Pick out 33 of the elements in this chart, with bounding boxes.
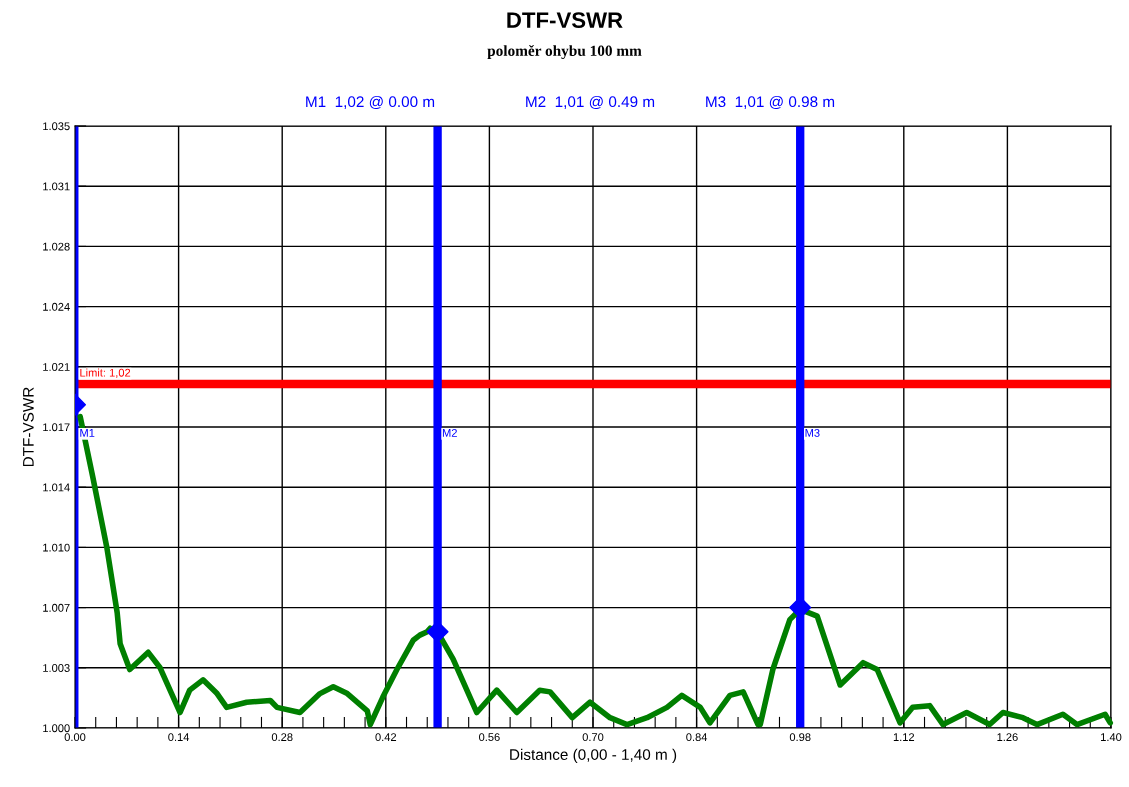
text: M3 1,01 @ 0.98 m xyxy=(706,95,835,110)
ref-line-label: Limit: 1,02 xyxy=(80,368,131,378)
chart-title: DTF-VSWR xyxy=(507,12,623,28)
text: M1 1,02 @ 0.00 m xyxy=(306,95,435,110)
ref-line-label: M1 xyxy=(80,429,95,437)
x-tick-label: 1.26 xyxy=(997,733,1018,742)
ref-line-label: M2 xyxy=(442,428,457,437)
y-tick-label: 1.007 xyxy=(43,603,70,612)
x-tick-label: 0.00 xyxy=(64,733,86,742)
y-tick-label: 1.035 xyxy=(43,122,70,131)
y-tick-label: 1.028 xyxy=(43,242,70,251)
y-tick-label: 1.003 xyxy=(43,664,70,672)
text: M2 1,01 @ 0.49 m xyxy=(526,95,655,110)
y-tick-label: 1.017 xyxy=(43,423,70,432)
y-axis-title: DTF-VSWR xyxy=(22,387,34,467)
y-tick-label: 1.000 xyxy=(43,724,70,733)
x-tick-label: 0.70 xyxy=(582,733,604,742)
x-axis-title: Distance (0,00 - 1,40 m ) xyxy=(510,748,677,764)
x-tick-label: 1.40 xyxy=(1101,733,1122,742)
x-tick-label: 0.28 xyxy=(271,733,293,742)
x-tick-label: 0.98 xyxy=(789,733,811,742)
y-tick-label: 1.024 xyxy=(43,302,70,311)
y-tick-label: 1.021 xyxy=(43,363,70,371)
y-tick-label: 1.010 xyxy=(43,543,70,552)
x-tick-label: 0.42 xyxy=(375,733,397,742)
y-tick-label: 1.014 xyxy=(43,483,70,492)
x-tick-label: 1.12 xyxy=(893,733,915,741)
ref-line-label: M3 xyxy=(805,428,820,437)
chart-subtitle: poloměr ohybu 100 mm xyxy=(487,44,642,60)
x-tick-label: 0.14 xyxy=(168,733,190,742)
x-tick-label: 0.84 xyxy=(686,733,708,742)
x-tick-label: 0.56 xyxy=(479,733,500,742)
y-tick-label: 1.031 xyxy=(43,182,70,191)
